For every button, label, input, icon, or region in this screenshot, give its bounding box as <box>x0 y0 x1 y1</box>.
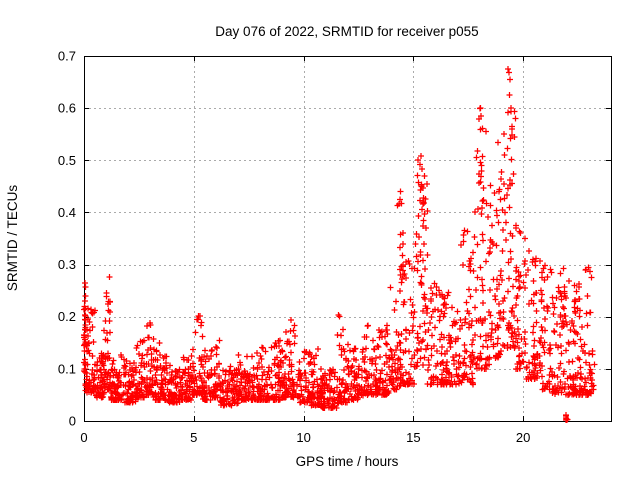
x-tick-label: 10 <box>296 430 310 445</box>
y-tick-label: 0 <box>69 414 76 429</box>
y-tick-label: 0.5 <box>58 153 76 168</box>
y-tick-label: 0.3 <box>58 257 76 272</box>
y-tick-label: 0.6 <box>58 101 76 116</box>
x-tick-label: 5 <box>190 430 197 445</box>
y-axis-label: SRMTID / TECUs <box>5 185 20 292</box>
scatter-layer <box>81 66 598 423</box>
plot-border <box>84 56 612 422</box>
x-tick-label: 20 <box>516 430 530 445</box>
x-axis-label: GPS time / hours <box>296 454 399 469</box>
y-tick-label: 0.2 <box>58 309 76 324</box>
plot-border-box <box>84 56 612 422</box>
tick-label-layer: 0 5 10 15 20 0 0.1 0.2 0.3 0.4 0.5 0.6 0.7 <box>58 49 530 446</box>
y-tick-label: 0.1 <box>58 361 76 376</box>
y-tick-label: 0.7 <box>58 49 76 64</box>
scatter-points <box>81 66 598 423</box>
y-tick-label: 0.4 <box>58 205 76 220</box>
x-tick-label: 15 <box>406 430 420 445</box>
x-tick-label: 0 <box>80 430 87 445</box>
grid-layer <box>84 56 611 421</box>
chart-title: Day 076 of 2022, SRMTID for receiver p05… <box>215 24 478 39</box>
